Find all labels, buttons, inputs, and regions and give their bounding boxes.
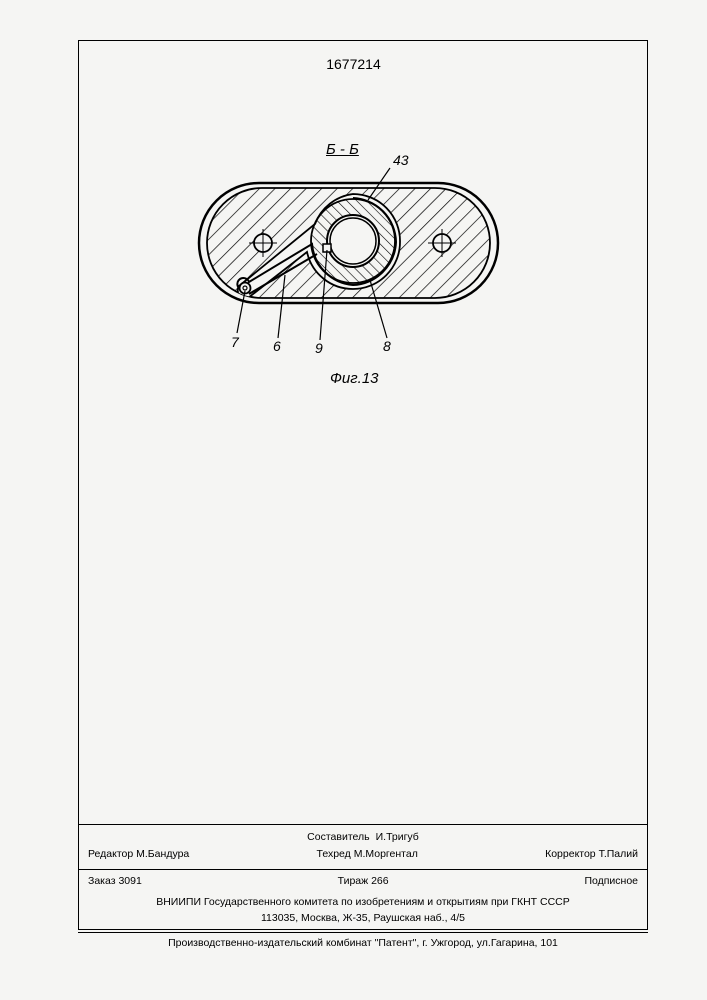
compositor-name: И.Тригуб xyxy=(376,831,419,843)
techred-name: М.Моргентал xyxy=(354,848,418,860)
editor-label: Редактор xyxy=(88,848,133,860)
subscription: Подписное xyxy=(584,875,638,887)
order-number: 3091 xyxy=(118,875,141,887)
order-label: Заказ xyxy=(88,875,116,887)
compositor-label: Составитель xyxy=(307,831,369,843)
document-number: 1677214 xyxy=(0,56,707,72)
corrector-name: Т.Палий xyxy=(599,848,638,860)
callout-6: 6 xyxy=(273,338,281,354)
techred-label: Техред xyxy=(317,848,351,860)
section-label: Б - Б xyxy=(326,141,359,158)
footer-block: Составитель И.Тригуб Редактор М.Бандура … xyxy=(78,824,648,953)
tirazh-label: Тираж xyxy=(338,875,369,887)
org-line1: ВНИИПИ Государственного комитета по изоб… xyxy=(78,892,648,912)
org-line2: 113035, Москва, Ж-35, Раушская наб., 4/5 xyxy=(78,912,648,928)
diagram-container: 43 7 6 9 8 xyxy=(165,158,545,378)
editor-name: М.Бандура xyxy=(136,848,189,860)
figure-label: Фиг.13 xyxy=(330,370,379,387)
corrector-label: Корректор xyxy=(545,848,596,860)
tirazh-number: 266 xyxy=(371,875,389,887)
callout-9: 9 xyxy=(315,340,323,356)
technical-drawing xyxy=(165,158,545,378)
callout-43: 43 xyxy=(393,152,409,168)
printer-line: Производственно-издательский комбинат "П… xyxy=(78,933,648,953)
callout-7: 7 xyxy=(231,334,239,350)
callout-8: 8 xyxy=(383,338,391,354)
